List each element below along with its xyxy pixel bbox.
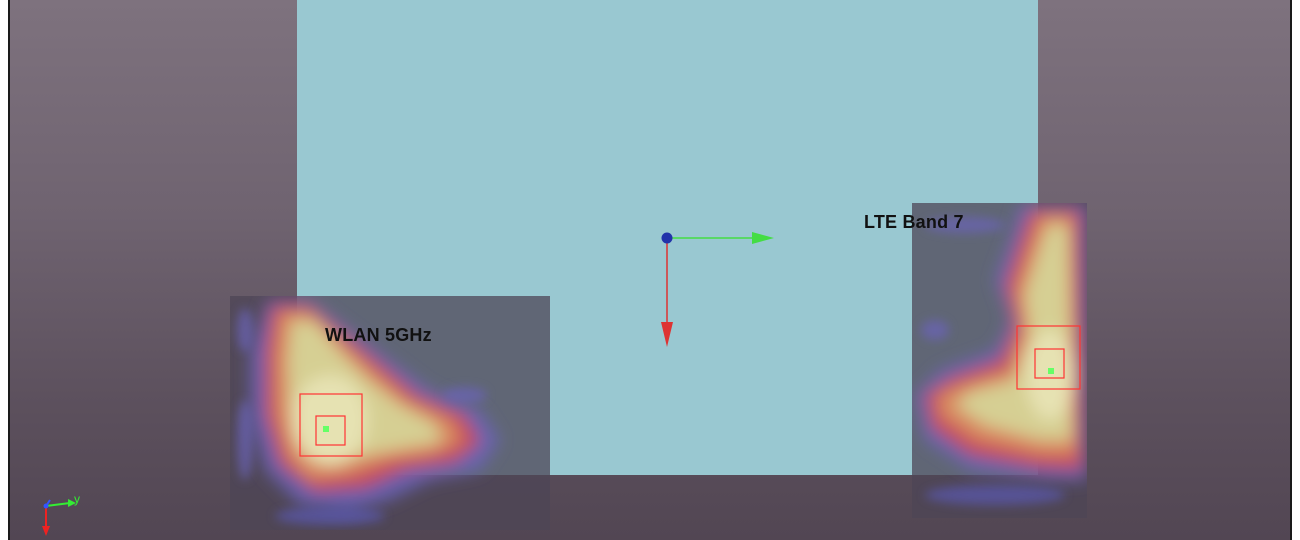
origin-axes[interactable] <box>661 232 774 347</box>
wlan-region-label: WLAN 5GHz <box>325 325 432 345</box>
lte-region-label: LTE Band 7 <box>864 212 964 232</box>
scene-canvas[interactable] <box>10 0 1292 540</box>
wlan-scan-region[interactable] <box>230 296 550 530</box>
triad-y-label: y <box>74 492 80 506</box>
3d-viewport[interactable]: WLAN 5GHz LTE Band 7 y <box>8 0 1292 540</box>
lte-hotspot-marker[interactable] <box>1016 325 1081 390</box>
wlan-hotspot-marker[interactable] <box>299 393 363 457</box>
lte-scan-region[interactable] <box>912 203 1087 518</box>
orientation-triad <box>42 499 76 536</box>
